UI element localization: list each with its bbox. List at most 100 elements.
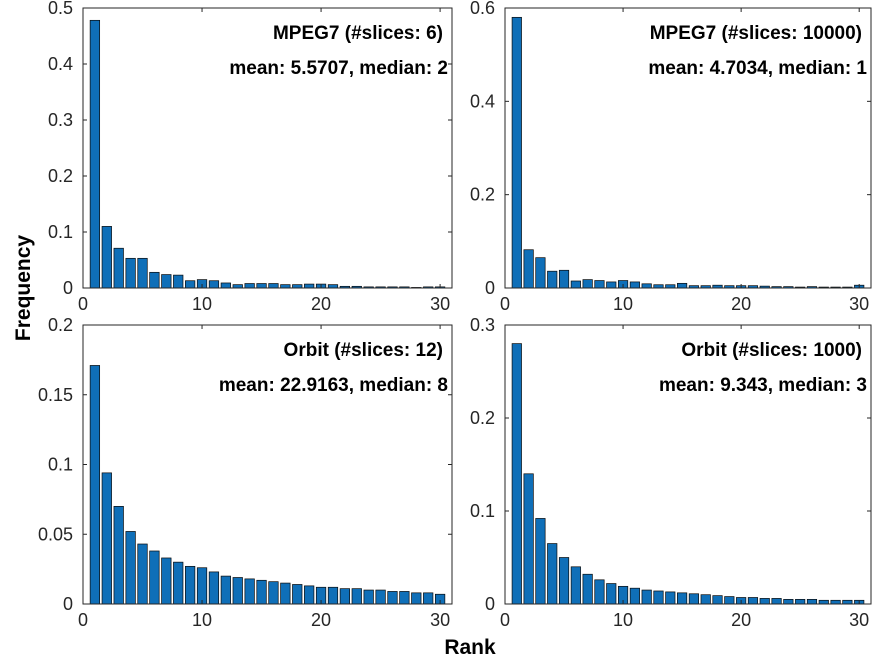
- bar: [292, 584, 303, 605]
- y-tick-label: 0.2: [470, 408, 495, 428]
- bar: [304, 585, 315, 605]
- bar: [256, 579, 267, 605]
- y-tick-label: 0.15: [38, 385, 73, 405]
- bar: [606, 281, 617, 289]
- bar: [232, 284, 243, 289]
- bar: [830, 599, 841, 605]
- x-tick-label: 30: [430, 294, 450, 314]
- bar: [244, 578, 255, 605]
- bar: [387, 591, 398, 605]
- bar: [280, 284, 291, 289]
- bar: [89, 19, 101, 289]
- bar: [511, 16, 522, 289]
- x-tick-label: 0: [500, 610, 510, 630]
- bar: [125, 257, 136, 289]
- bar: [629, 587, 640, 605]
- bar: [629, 281, 640, 289]
- y-tick-label: 0.5: [48, 0, 73, 18]
- bar: [220, 282, 231, 289]
- panel-2: 0 10 20 30 0 0.2 0.4 0.6 MPEG7 (#slices: 10000) m…: [470, 0, 872, 314]
- axes-box: [504, 7, 872, 289]
- bar: [511, 343, 522, 605]
- x-axis-label: Rank: [444, 636, 496, 659]
- bar: [558, 269, 570, 289]
- y-tick-label: 0.1: [48, 455, 73, 475]
- x-tick-label: 30: [430, 610, 450, 630]
- bar: [842, 599, 853, 605]
- bar: [256, 283, 267, 289]
- bar: [665, 591, 676, 605]
- panel-subtitle: mean: 22.9163, median: 8: [219, 375, 448, 396]
- bar: [327, 284, 339, 289]
- panel-subtitle: mean: 4.7034, median: 1: [648, 58, 867, 79]
- bar: [101, 226, 112, 289]
- x-tick-label: 0: [78, 294, 88, 314]
- bar: [149, 550, 160, 605]
- y-tick-label: 0.1: [470, 501, 495, 521]
- bar: [523, 249, 534, 289]
- bar: [582, 573, 593, 605]
- bar: [795, 598, 806, 605]
- bar: [818, 599, 829, 605]
- bar: [185, 565, 196, 605]
- bar: [268, 581, 279, 605]
- bar: [149, 271, 160, 289]
- y-tick-label: 0.2: [470, 185, 495, 205]
- bar: [89, 365, 101, 605]
- y-tick-label: 0: [485, 594, 495, 614]
- x-tick-label: 10: [613, 610, 633, 630]
- x-tick-label: 30: [849, 294, 869, 314]
- panel-title: Orbit (#slices: 1000): [681, 340, 862, 361]
- x-tick-label: 20: [311, 294, 331, 314]
- bar: [783, 598, 794, 605]
- x-tick-label: 20: [731, 294, 751, 314]
- bar: [185, 280, 196, 289]
- bar: [375, 589, 386, 605]
- axes-box: [504, 324, 872, 605]
- bar: [208, 571, 220, 605]
- y-tick-label: 0: [63, 594, 73, 614]
- bar: [125, 531, 136, 605]
- x-tick-label: 10: [192, 610, 212, 630]
- bar: [137, 543, 148, 605]
- panel-3: 0 10 20 30 0 0.05 0.1 0.15 0.2 Orbit (#slices: 12…: [38, 315, 453, 630]
- y-tick-label: 0.2: [48, 166, 73, 186]
- bar: [161, 557, 172, 605]
- bar: [523, 473, 534, 605]
- bar: [547, 270, 558, 289]
- y-tick-label: 0: [63, 278, 73, 298]
- y-tick-label: 0.6: [470, 0, 495, 18]
- panel-subtitle: mean: 9.343, median: 3: [659, 375, 867, 396]
- y-tick-label: 0.2: [48, 315, 73, 335]
- bar: [196, 567, 208, 605]
- bar: [712, 595, 723, 605]
- bar: [220, 575, 231, 605]
- bar: [292, 284, 303, 289]
- x-tick-label: 20: [311, 610, 331, 630]
- panel-title: MPEG7 (#slices: 6): [273, 23, 443, 44]
- bar: [280, 582, 291, 605]
- bar: [759, 598, 770, 605]
- bar: [806, 598, 818, 605]
- bar: [399, 591, 410, 605]
- bar: [700, 594, 711, 605]
- bar: [558, 557, 570, 605]
- bar: [161, 274, 172, 289]
- y-tick-label: 0.4: [48, 54, 73, 74]
- bar: [535, 518, 546, 605]
- bar: [208, 280, 220, 289]
- bar: [677, 282, 688, 289]
- x-tick-label: 10: [192, 294, 212, 314]
- axes-box: [82, 7, 453, 289]
- bar: [327, 586, 339, 605]
- bar: [101, 472, 112, 605]
- bar: [173, 274, 184, 289]
- bar: [173, 561, 184, 605]
- bar: [771, 598, 782, 605]
- bar: [641, 589, 652, 605]
- bar: [570, 566, 581, 605]
- bar: [594, 579, 605, 605]
- panel-4: 0 10 20 30 0 0.1 0.2 0.3 Orbit (#slices: 1000) me…: [470, 315, 872, 630]
- y-tick-label: 0.3: [470, 315, 495, 335]
